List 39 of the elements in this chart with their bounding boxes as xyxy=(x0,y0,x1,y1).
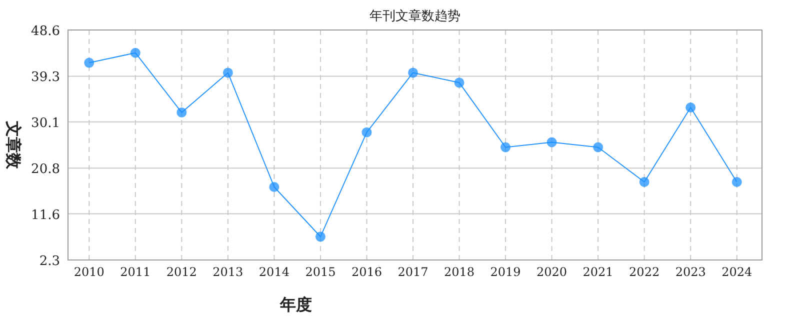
point xyxy=(686,102,696,112)
point xyxy=(315,232,326,242)
point xyxy=(408,68,418,78)
point xyxy=(84,58,94,68)
y-tick-label: 2.3 xyxy=(39,254,60,269)
y-tick-label: 20.8 xyxy=(31,162,60,178)
x-tick-label: 2010 xyxy=(74,265,104,279)
x-tick-label: 2021 xyxy=(582,265,614,279)
x-tick-label: 2012 xyxy=(166,265,197,279)
x-tick-label: 2019 xyxy=(490,265,521,279)
y-axis-title: 文章数 xyxy=(4,120,23,170)
x-axis-title: 年度 xyxy=(279,295,312,314)
x-tick-label: 2013 xyxy=(212,265,244,279)
x-tick-label: 2024 xyxy=(722,265,752,279)
x-tick-label: 2015 xyxy=(305,265,336,279)
point xyxy=(130,48,140,58)
x-tick-label: 2023 xyxy=(675,265,706,279)
point xyxy=(454,78,464,88)
point xyxy=(222,68,233,78)
point xyxy=(176,107,187,118)
x-tick-label: 2020 xyxy=(536,265,568,279)
point xyxy=(639,177,650,188)
point xyxy=(732,177,742,188)
chart-title: 年刊文章数趋势 xyxy=(370,9,460,24)
x-tick-label: 2014 xyxy=(258,265,290,279)
point xyxy=(546,137,557,148)
y-tick-label: 39.3 xyxy=(31,70,60,86)
y-tick-label: 30.1 xyxy=(31,116,60,131)
x-tick-label: 2011 xyxy=(120,265,151,279)
point xyxy=(362,127,372,138)
y-tick-label: 48.6 xyxy=(31,24,60,39)
point xyxy=(500,142,511,152)
x-tick-label: 2016 xyxy=(351,265,382,279)
y-tick-label: 11.6 xyxy=(31,208,60,223)
point xyxy=(269,182,280,192)
x-tick-label: 2022 xyxy=(629,265,660,279)
x-tick-label: 2018 xyxy=(444,265,475,279)
point xyxy=(593,142,604,152)
x-tick-label: 2017 xyxy=(398,265,428,279)
